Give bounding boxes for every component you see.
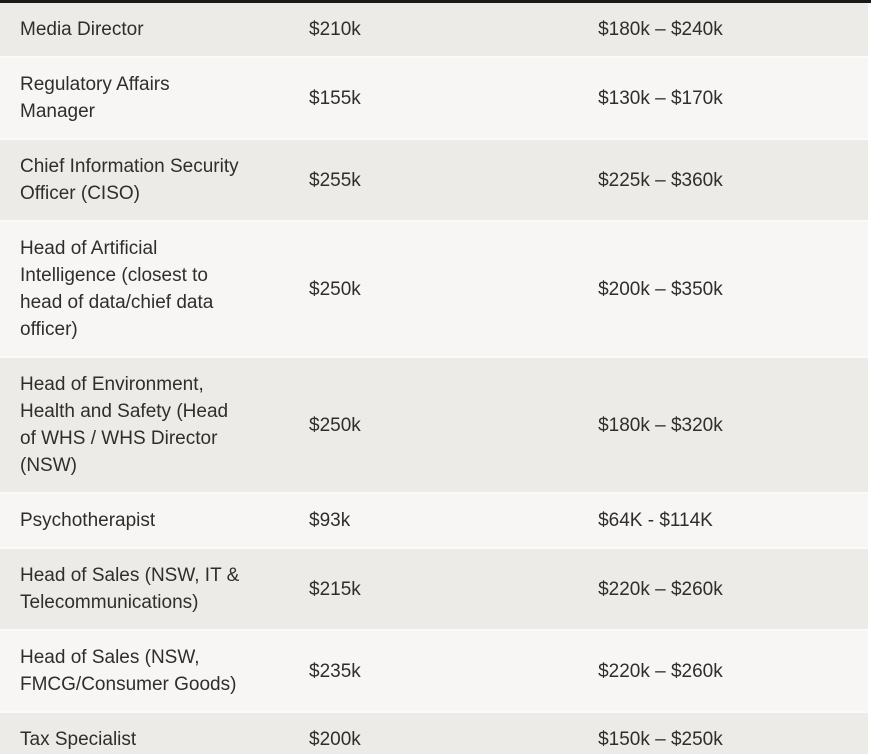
table-row: Head of Environment, Health and Safety (… (0, 358, 868, 494)
range-cell: $150k – $250k (578, 713, 868, 754)
role-cell: Head of Environment, Health and Safety (… (0, 358, 290, 494)
range-cell: $64K - $114K (578, 494, 868, 549)
range-cell: $220k – $260k (578, 549, 868, 631)
table-row: Head of Artificial Intelligence (closest… (0, 222, 868, 358)
salary-cell: $93k (289, 494, 579, 549)
salary-cell: $155k (289, 58, 579, 140)
role-cell: Head of Sales (NSW, IT & Telecommunicati… (0, 549, 290, 631)
table-row: Head of Sales (NSW, IT & Telecommunicati… (0, 549, 868, 631)
role-cell: Chief Information Security Officer (CISO… (0, 140, 290, 222)
range-cell: $225k – $360k (578, 140, 868, 222)
table-row: Regulatory Affairs Manager $155k $130k –… (0, 58, 868, 140)
table-row: Chief Information Security Officer (CISO… (0, 140, 868, 222)
table-row: Psychotherapist $93k $64K - $114K (0, 494, 868, 549)
range-cell: $220k – $260k (578, 631, 868, 713)
salary-cell: $235k (289, 631, 579, 713)
range-cell: $200k – $350k (578, 222, 868, 358)
salary-cell: $255k (289, 140, 579, 222)
salary-cell: $215k (289, 549, 579, 631)
role-cell: Regulatory Affairs Manager (0, 58, 290, 140)
table-row: Tax Specialist $200k $150k – $250k (0, 713, 868, 754)
role-cell: Head of Artificial Intelligence (closest… (0, 222, 290, 358)
table-row: Head of Sales (NSW, FMCG/Consumer Goods)… (0, 631, 868, 713)
role-cell: Media Director (0, 3, 290, 58)
salary-cell: $200k (289, 713, 579, 754)
salary-cell: $210k (289, 3, 579, 58)
salary-cell: $250k (289, 222, 579, 358)
salary-table: Media Director $210k $180k – $240k Regul… (0, 3, 868, 754)
role-cell: Tax Specialist (0, 713, 290, 754)
range-cell: $130k – $170k (578, 58, 868, 140)
salary-table-container: Media Director $210k $180k – $240k Regul… (0, 3, 871, 754)
role-cell: Psychotherapist (0, 494, 290, 549)
table-row: Media Director $210k $180k – $240k (0, 3, 868, 58)
range-cell: $180k – $320k (578, 358, 868, 494)
range-cell: $180k – $240k (578, 3, 868, 58)
top-border (0, 0, 871, 3)
salary-cell: $250k (289, 358, 579, 494)
role-cell: Head of Sales (NSW, FMCG/Consumer Goods) (0, 631, 290, 713)
